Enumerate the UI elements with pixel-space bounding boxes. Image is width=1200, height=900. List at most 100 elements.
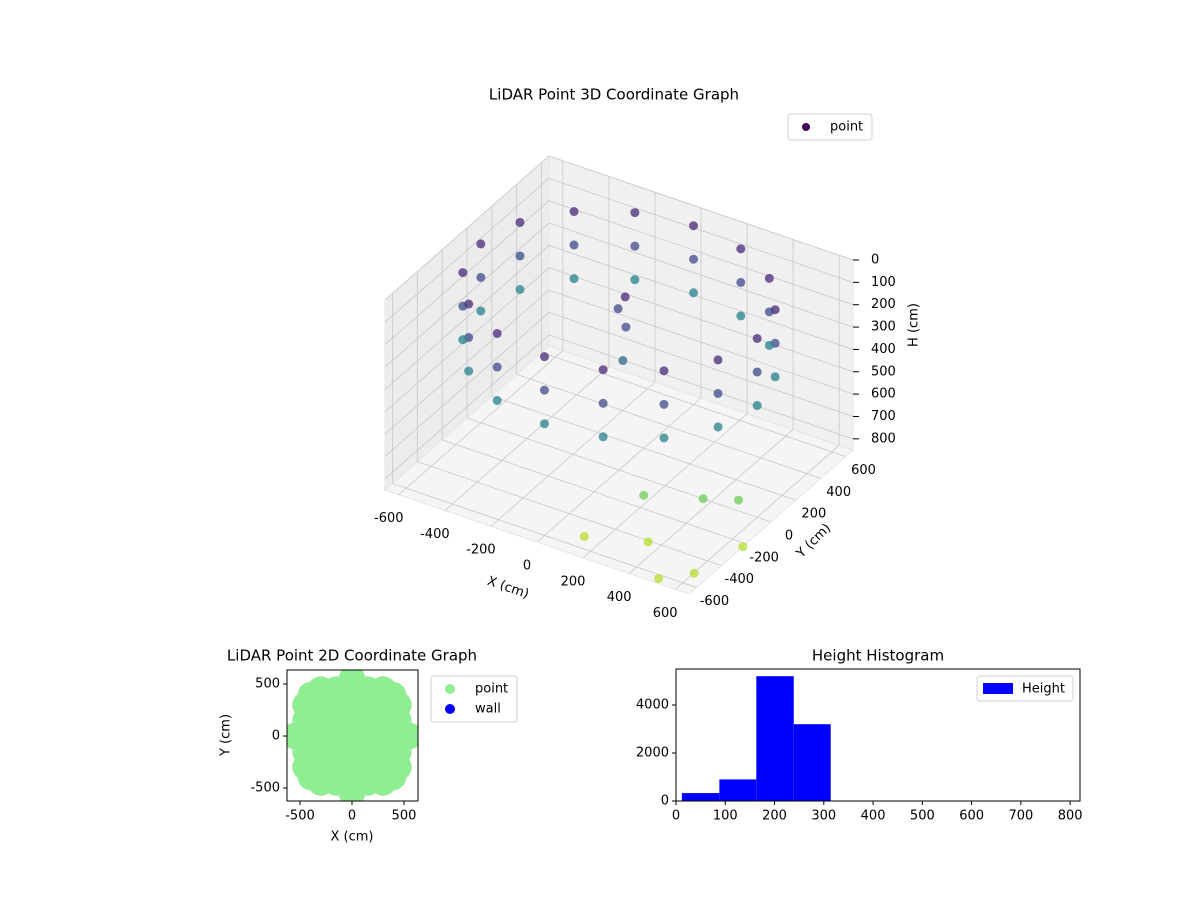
- grid-line: [548, 289, 854, 395]
- point: [630, 241, 640, 251]
- point: [752, 401, 762, 411]
- y-tick-label: 200: [801, 507, 826, 522]
- point: [458, 268, 468, 278]
- x-tick-label: 0: [348, 809, 356, 824]
- point: [689, 288, 699, 298]
- point: [613, 304, 623, 314]
- grid-line: [548, 200, 854, 306]
- point: [736, 244, 746, 254]
- point: [752, 333, 762, 343]
- grid-line: [466, 417, 772, 523]
- point: [397, 723, 418, 750]
- y-tick-label: 0: [785, 529, 793, 544]
- point: [492, 362, 502, 372]
- grid-line: [548, 222, 854, 328]
- bar: [793, 724, 831, 801]
- z-tick-label: 0: [871, 253, 879, 268]
- bar: [756, 676, 794, 801]
- z-tick-label: 600: [871, 387, 896, 402]
- x-tick-label: 400: [607, 590, 632, 605]
- grid-line: [384, 222, 550, 368]
- x-tick-label: 600: [653, 606, 678, 621]
- grid-line: [384, 155, 550, 301]
- grid-line: [548, 334, 854, 440]
- chart-title: LiDAR Point 3D Coordinate Graph: [489, 86, 739, 104]
- z-tick-label: 700: [871, 409, 896, 424]
- point: [380, 681, 407, 708]
- x-tick-label: 600: [959, 809, 984, 824]
- point: [620, 292, 630, 302]
- point: [287, 723, 307, 750]
- point: [569, 207, 579, 217]
- y-tick-label: -200: [749, 550, 779, 565]
- legend-label: point: [475, 682, 508, 697]
- x-tick-label: 200: [762, 809, 787, 824]
- axes-frame: [675, 668, 1081, 802]
- legend-box: [787, 113, 873, 141]
- point: [338, 670, 365, 691]
- x-tick-label: -200: [466, 543, 496, 558]
- legend-label: wall: [475, 702, 501, 717]
- point: [659, 366, 669, 376]
- bar: [681, 793, 720, 801]
- point: [458, 335, 468, 345]
- point: [476, 306, 486, 316]
- point: [689, 254, 699, 264]
- point: [736, 277, 746, 287]
- point: [689, 568, 699, 578]
- point: [689, 221, 699, 231]
- grid-line: [491, 395, 796, 501]
- point: [539, 352, 549, 362]
- point: [492, 396, 502, 406]
- point: [476, 239, 486, 249]
- point: [569, 274, 579, 284]
- x-tick-label: -500: [285, 809, 315, 824]
- legend-marker: [445, 704, 455, 714]
- point: [297, 764, 324, 791]
- grid-line: [417, 461, 722, 567]
- y-tick-label: 0: [272, 729, 280, 744]
- chart-title: LiDAR Point 2D Coordinate Graph: [227, 647, 477, 665]
- grid-line: [548, 155, 854, 261]
- point: [659, 399, 669, 409]
- grid-line: [516, 373, 821, 479]
- x-tick-label: 700: [1008, 809, 1033, 824]
- x-tick-label: 800: [1058, 809, 1083, 824]
- point: [643, 537, 653, 547]
- grid-line: [384, 312, 550, 457]
- x-axis-label: X (cm): [331, 830, 374, 845]
- grid-line: [392, 483, 697, 588]
- point: [539, 419, 549, 429]
- y-axis-label: Y (cm): [219, 714, 234, 757]
- point: [752, 367, 762, 377]
- axes-frame: [286, 669, 419, 802]
- point: [764, 273, 774, 283]
- grid-line: [548, 312, 854, 417]
- z-tick-label: 800: [871, 431, 896, 446]
- legend-box: [976, 675, 1074, 702]
- point: [598, 398, 608, 408]
- point: [297, 681, 324, 708]
- point: [579, 532, 589, 542]
- x-tick-label: 200: [561, 574, 586, 589]
- point: [539, 385, 549, 395]
- legend-marker: [802, 123, 810, 131]
- point: [654, 574, 664, 584]
- grid-line: [541, 352, 846, 457]
- point: [713, 388, 723, 398]
- point: [618, 356, 628, 366]
- point: [515, 217, 525, 227]
- z-tick-label: 500: [871, 364, 896, 379]
- bar: [719, 779, 757, 801]
- point: [659, 433, 669, 443]
- point: [338, 781, 365, 801]
- x-tick-label: 100: [713, 809, 738, 824]
- y-tick-label: -500: [250, 781, 280, 796]
- point: [621, 322, 631, 332]
- grid-line: [384, 178, 550, 323]
- point: [764, 340, 774, 350]
- x-tick-label: 400: [861, 809, 886, 824]
- plot-area: [287, 670, 418, 801]
- point: [764, 307, 774, 317]
- legend-label: Height: [1022, 682, 1065, 697]
